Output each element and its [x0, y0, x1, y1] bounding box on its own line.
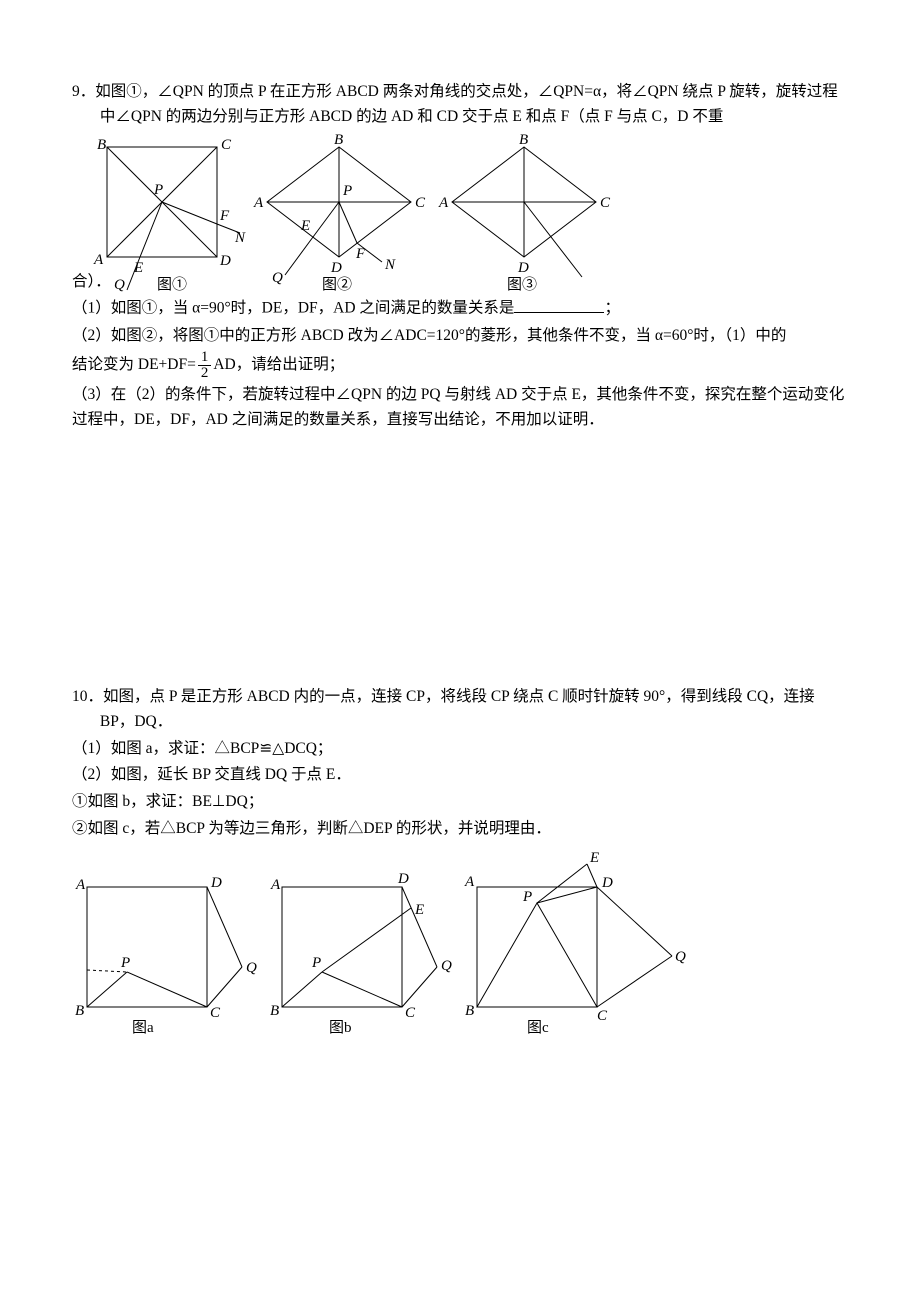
- q10-figc-cap: 图c: [527, 1019, 549, 1036]
- lbl-C: C: [600, 195, 611, 211]
- q10-figa-cap: 图a: [132, 1019, 154, 1036]
- q9-part2-line2: 结论变为 DE+DF=12AD，请给出证明；: [72, 350, 848, 381]
- q9-fig2-cap: 图②: [322, 276, 352, 292]
- q10-figure-row: A D P Q B C 图a A D: [72, 852, 848, 1037]
- q9-fig3-cap: 图③: [507, 276, 537, 292]
- lbl-D: D: [219, 253, 231, 269]
- q10-figb: A D E P Q B C 图b: [267, 867, 462, 1037]
- lbl-Q: Q: [114, 277, 125, 292]
- lbl-Q: Q: [246, 960, 257, 976]
- lbl-A: A: [75, 877, 86, 893]
- lbl-F: F: [219, 208, 230, 224]
- q9-part1: （1）如图①，当 α=90°时，DE，DF，AD 之间满足的数量关系是 ；: [72, 296, 848, 321]
- lbl-D: D: [330, 260, 342, 276]
- lbl-P: P: [342, 183, 352, 199]
- lbl-P: P: [153, 182, 163, 198]
- lbl-C: C: [597, 1008, 608, 1024]
- lbl-B: B: [334, 132, 343, 148]
- lbl-D: D: [517, 260, 529, 276]
- lbl-E: E: [589, 852, 599, 866]
- lbl-B: B: [270, 1003, 279, 1019]
- q10-sub2: ②如图 c，若△BCP 为等边三角形，判断△DEP 的形状，并说明理由．: [72, 817, 848, 842]
- q9-fig2: B A P C E D F N Q 图②: [247, 132, 432, 292]
- lbl-Q: Q: [441, 958, 452, 974]
- lbl-B: B: [519, 132, 528, 148]
- lbl-N: N: [234, 230, 246, 246]
- lbl-E: E: [414, 902, 424, 918]
- q9-line2-tail: 合）．: [72, 273, 111, 290]
- lbl-A: A: [253, 195, 264, 211]
- q10-figb-cap: 图b: [329, 1019, 352, 1036]
- lbl-A: A: [93, 252, 104, 268]
- lbl-P: P: [522, 889, 532, 905]
- q10-part1: （1）如图 a，求证：△BCP≌△DCQ；: [72, 737, 848, 762]
- q9-line1: 9．如图①，∠QPN 的顶点 P 在正方形 ABCD 两条对角线的交点处，∠QP…: [72, 83, 838, 125]
- fraction-half: 12: [198, 350, 212, 381]
- gap: [72, 435, 848, 685]
- q10-figc: E A D P Q B C 图c: [462, 852, 687, 1037]
- q9-figure-row: B C P F N A E D Q 图①: [72, 132, 848, 292]
- lbl-B: B: [465, 1003, 474, 1019]
- q10-stem: 10．如图，点 P 是正方形 ABCD 内的一点，连接 CP，将线段 CP 绕点…: [72, 685, 848, 735]
- lbl-E: E: [133, 260, 143, 276]
- lbl-P: P: [120, 955, 130, 971]
- lbl-B: B: [75, 1003, 84, 1019]
- lbl-P: P: [311, 955, 321, 971]
- lbl-Q: Q: [272, 270, 283, 286]
- q9-fig1: B C P F N A E D Q 图①: [72, 132, 247, 292]
- q9-part1-b: ；: [604, 300, 620, 317]
- lbl-F: F: [355, 246, 366, 262]
- q9-part2-line1: （2）如图②，将图①中的正方形 ABCD 改为∠ADC=120°的菱形，其他条件…: [72, 324, 848, 349]
- lbl-A: A: [270, 877, 281, 893]
- lbl-C: C: [415, 195, 426, 211]
- lbl-C: C: [221, 137, 232, 153]
- q9-fig3: B A C D 图③: [432, 132, 617, 292]
- lbl-C: C: [210, 1005, 221, 1021]
- q10-part2: （2）如图，延长 BP 交直线 DQ 于点 E．: [72, 763, 848, 788]
- lbl-D: D: [210, 875, 222, 891]
- blank-fill[interactable]: [514, 296, 604, 313]
- q9-part1-a: （1）如图①，当 α=90°时，DE，DF，AD 之间满足的数量关系是: [72, 300, 514, 317]
- page: 9．如图①，∠QPN 的顶点 P 在正方形 ABCD 两条对角线的交点处，∠QP…: [0, 0, 920, 1302]
- q10-figa: A D P Q B C 图a: [72, 867, 267, 1037]
- q9-part3: （3）在（2）的条件下，若旋转过程中∠QPN 的边 PQ 与射线 AD 交于点 …: [72, 383, 848, 433]
- lbl-C: C: [405, 1005, 416, 1021]
- lbl-Q: Q: [675, 949, 686, 965]
- lbl-A: A: [438, 195, 449, 211]
- q9-fig1-cap: 图①: [157, 276, 187, 292]
- q9-stem: 9．如图①，∠QPN 的顶点 P 在正方形 ABCD 两条对角线的交点处，∠QP…: [72, 80, 848, 130]
- lbl-B: B: [97, 137, 106, 153]
- lbl-E: E: [300, 218, 310, 234]
- lbl-A: A: [464, 874, 475, 890]
- lbl-N: N: [384, 257, 396, 273]
- q10-sub1: ①如图 b，求证：BE⊥DQ；: [72, 790, 848, 815]
- lbl-D: D: [397, 871, 409, 887]
- lbl-D: D: [601, 875, 613, 891]
